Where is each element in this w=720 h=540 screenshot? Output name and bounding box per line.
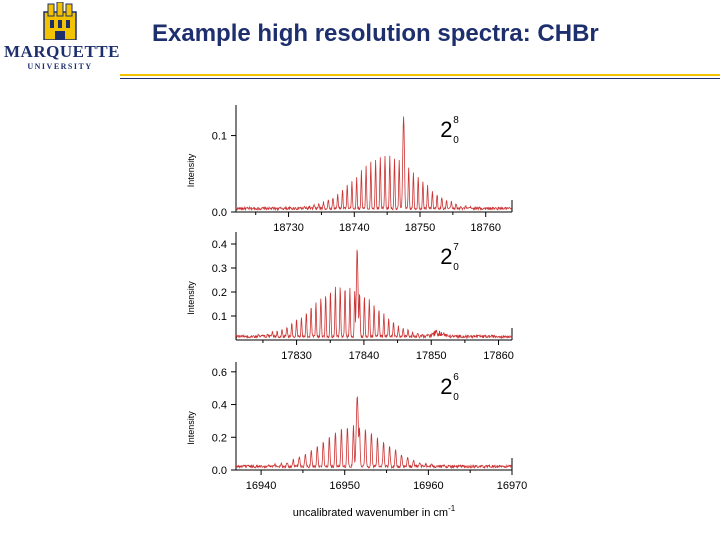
y-tick-label: 0.0 bbox=[212, 207, 227, 219]
band-label-base: 2 bbox=[440, 244, 452, 269]
title-divider-gold bbox=[120, 74, 720, 76]
y-tick-label: 0.1 bbox=[212, 311, 227, 323]
spectrum-trace bbox=[235, 249, 513, 340]
title-divider-navy bbox=[120, 78, 720, 79]
x-tick-label: 16950 bbox=[329, 480, 360, 492]
y-tick-label: 0.3 bbox=[212, 263, 227, 275]
y-tick-label: 0.0 bbox=[212, 465, 227, 477]
band-label-sup: 8 bbox=[453, 115, 459, 126]
band-label-base: 2 bbox=[440, 374, 452, 399]
x-tick-label: 18760 bbox=[470, 222, 501, 234]
band-label-sub: 0 bbox=[453, 135, 459, 146]
logo-subtitle: UNIVERSITY bbox=[27, 62, 93, 71]
x-tick-label: 18750 bbox=[405, 222, 436, 234]
x-tick-label: 16970 bbox=[497, 480, 528, 492]
x-tick-label: 18730 bbox=[273, 222, 304, 234]
x-tick-label: 17840 bbox=[349, 350, 380, 362]
band-label-sup: 7 bbox=[453, 242, 459, 253]
logo-name: MARQUETTE bbox=[4, 42, 120, 61]
y-axis-label: Intensity bbox=[186, 281, 196, 315]
spectrum-panel-2: 0.1 0.2 0.3 0.4 17830 17840 17850 17860 Intensit… bbox=[186, 232, 514, 362]
band-label-sub: 0 bbox=[453, 262, 459, 273]
band-label-sup: 6 bbox=[453, 372, 459, 383]
x-tick-label: 18740 bbox=[339, 222, 370, 234]
y-tick-label: 0.6 bbox=[212, 367, 227, 379]
y-tick-label: 0.2 bbox=[212, 432, 227, 444]
spectrum-panel-3: 0.0 0.2 0.4 0.6 16940 16950 16960 16970 Intensit… bbox=[186, 362, 527, 492]
y-tick-label: 0.1 bbox=[212, 131, 227, 143]
x-axis-label: uncalibrated wavenumber in cm-1 bbox=[293, 504, 456, 519]
band-label-sub: 0 bbox=[453, 392, 459, 403]
tower-crest-icon bbox=[43, 2, 77, 40]
spectrum-trace bbox=[235, 395, 513, 470]
slide-title: Example high resolution spectra: CHBr bbox=[152, 20, 599, 47]
y-axis-label: Intensity bbox=[186, 411, 196, 445]
band-label-base: 2 bbox=[440, 117, 452, 142]
y-tick-label: 0.4 bbox=[212, 400, 227, 412]
spectrum-panel-1: 0.0 0.1 18730 18740 18750 18760 Intensity 2 8 0 bbox=[186, 105, 513, 234]
university-logo: MARQUETTE UNIVERSITY bbox=[4, 2, 120, 76]
x-tick-label: 17830 bbox=[281, 350, 312, 362]
y-axis-label: Intensity bbox=[186, 153, 196, 187]
y-tick-label: 0.4 bbox=[212, 239, 227, 251]
x-tick-label: 16940 bbox=[246, 480, 277, 492]
x-tick-label: 17860 bbox=[483, 350, 514, 362]
y-tick-label: 0.2 bbox=[212, 287, 227, 299]
x-tick-label: 16960 bbox=[413, 480, 444, 492]
x-tick-label: 17850 bbox=[416, 350, 447, 362]
spectrum-trace bbox=[235, 116, 513, 212]
